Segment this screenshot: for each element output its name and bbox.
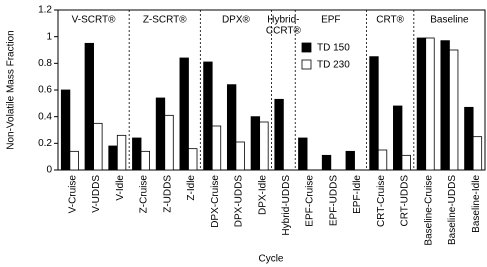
- y-tick-label: 1.2: [38, 5, 52, 16]
- bar: [179, 57, 189, 171]
- bar: [235, 141, 245, 171]
- x-tick-label: EPF-Cruise: [305, 175, 316, 227]
- bar: [132, 137, 142, 171]
- bar: [164, 114, 174, 171]
- x-tick-label: V-Idle: [115, 175, 126, 201]
- y-tick-label: 0.6: [38, 85, 52, 96]
- bar: [416, 37, 427, 171]
- y-tick-label: 1: [46, 31, 52, 42]
- bar: [116, 134, 127, 171]
- x-tick-label: EPF-Idle: [352, 175, 363, 214]
- bar: [321, 154, 332, 171]
- y-tick-label: 0: [46, 165, 52, 176]
- y-tick-label: 0.4: [38, 111, 52, 122]
- bar: [60, 89, 71, 171]
- group-label: DPX®: [222, 15, 251, 26]
- bar: [464, 106, 474, 171]
- bar: [188, 148, 198, 171]
- x-tick-label: Z-Cruise: [139, 175, 150, 214]
- x-tick-label: V-UDDS: [91, 175, 102, 213]
- x-tick-label: Z-UDDS: [162, 175, 173, 213]
- y-tick-label: 0.2: [38, 138, 52, 149]
- bar: [393, 105, 403, 171]
- x-tick-label: Baseline-Cruise: [423, 175, 434, 246]
- bar: [274, 98, 284, 171]
- bar: [140, 150, 150, 171]
- bar: [377, 149, 388, 171]
- x-tick-label: DPX-Idle: [257, 175, 268, 215]
- legend-label: TD 230: [317, 60, 350, 71]
- x-tick-label: V-Cruise: [68, 175, 79, 214]
- x-tick-label: DPX-Cruise: [210, 175, 221, 228]
- bar: [69, 150, 79, 171]
- group-label: EPF: [321, 15, 340, 26]
- bar: [226, 84, 237, 171]
- bar: [298, 137, 308, 171]
- bar: [203, 61, 213, 171]
- legend-label: TD 150: [317, 43, 350, 54]
- x-tick-label: Z-Idle: [186, 175, 197, 201]
- x-tick-label: Baseline-UDDS: [447, 175, 458, 245]
- y-axis-label: Non-Volatile Mass Fraction: [6, 30, 17, 150]
- bar: [425, 37, 435, 171]
- bar: [211, 125, 222, 171]
- x-tick-label: DPX-UDDS: [234, 175, 245, 228]
- bar: [401, 154, 411, 171]
- group-label: CRT®: [376, 15, 404, 26]
- group-label: Z-SCRT®: [143, 15, 187, 26]
- x-tick-label: CRT-UDDS: [400, 175, 411, 227]
- x-axis-label: Cycle: [258, 254, 283, 265]
- x-tick-label: Hybrid-UDDS: [281, 175, 292, 236]
- group-label: V-SCRT®: [72, 15, 116, 26]
- bar: [93, 122, 103, 171]
- y-tick-label: 0.8: [38, 58, 52, 69]
- bar: [84, 42, 94, 171]
- x-tick-label: CRT-Cruise: [376, 175, 387, 227]
- group-label: Baseline: [430, 15, 469, 26]
- group-label: CCRT®: [266, 26, 302, 37]
- group-label: Hybrid-: [267, 15, 299, 26]
- x-tick-label: Baseline-Idle: [471, 175, 482, 233]
- legend-swatch: [301, 59, 312, 70]
- bar: [259, 121, 269, 171]
- legend-swatch: [301, 42, 312, 53]
- bar: [108, 145, 118, 171]
- bar: [369, 56, 379, 171]
- bar: [449, 49, 459, 171]
- bar: [345, 150, 355, 171]
- bar: [440, 40, 450, 171]
- bar: [155, 97, 166, 171]
- bar: [250, 116, 261, 171]
- x-tick-label: EPF-UDDS: [328, 175, 339, 226]
- bar: [472, 136, 483, 171]
